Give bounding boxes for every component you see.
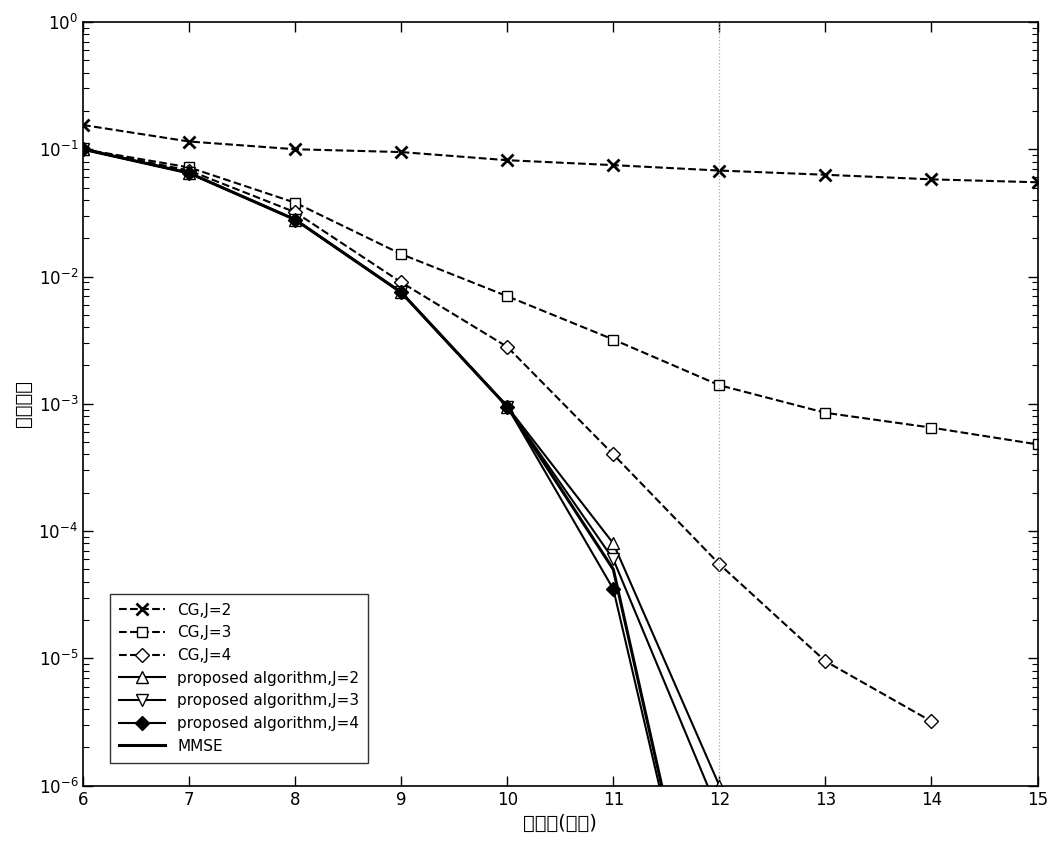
MMSE <box>501 401 514 412</box>
Line: CG,J=3: CG,J=3 <box>79 144 1043 449</box>
proposed algorithm,J=2 <box>289 214 302 224</box>
Line: CG,J=4: CG,J=4 <box>79 144 937 726</box>
CG,J=3 <box>713 380 725 390</box>
proposed algorithm,J=4 <box>607 584 620 595</box>
proposed algorithm,J=4 <box>501 401 514 412</box>
CG,J=3 <box>501 291 514 302</box>
CG,J=4 <box>395 277 408 287</box>
Y-axis label: 误比特率: 误比特率 <box>14 380 33 428</box>
proposed algorithm,J=2 <box>501 401 514 412</box>
MMSE <box>76 144 89 154</box>
Line: proposed algorithm,J=2: proposed algorithm,J=2 <box>78 144 937 847</box>
CG,J=4 <box>76 144 89 154</box>
CG,J=4 <box>501 342 514 352</box>
MMSE <box>183 168 195 178</box>
MMSE <box>607 564 620 574</box>
Line: proposed algorithm,J=4: proposed algorithm,J=4 <box>79 144 724 847</box>
CG,J=2 <box>819 169 832 180</box>
CG,J=2 <box>1031 177 1044 187</box>
proposed algorithm,J=4 <box>76 144 89 154</box>
Legend: CG,J=2, CG,J=3, CG,J=4, proposed algorithm,J=2, proposed algorithm,J=3, proposed: CG,J=2, CG,J=3, CG,J=4, proposed algorit… <box>109 594 369 763</box>
CG,J=4 <box>183 165 195 175</box>
CG,J=2 <box>289 144 302 154</box>
CG,J=4 <box>607 450 620 460</box>
CG,J=3 <box>607 335 620 345</box>
MMSE <box>289 214 302 224</box>
proposed algorithm,J=3 <box>395 287 408 297</box>
proposed algorithm,J=4 <box>289 214 302 224</box>
CG,J=3 <box>395 249 408 259</box>
proposed algorithm,J=2 <box>76 144 89 154</box>
X-axis label: 信噪比(分贝): 信噪比(分贝) <box>524 814 597 833</box>
CG,J=3 <box>819 407 832 418</box>
CG,J=2 <box>395 147 408 158</box>
CG,J=4 <box>713 559 725 569</box>
proposed algorithm,J=2 <box>395 287 408 297</box>
CG,J=2 <box>607 160 620 170</box>
CG,J=2 <box>76 120 89 130</box>
proposed algorithm,J=3 <box>289 214 302 224</box>
CG,J=3 <box>925 423 938 433</box>
MMSE <box>395 287 408 297</box>
proposed algorithm,J=2 <box>607 539 620 549</box>
CG,J=4 <box>819 656 832 667</box>
CG,J=2 <box>925 174 938 185</box>
CG,J=3 <box>183 163 195 173</box>
Line: CG,J=2: CG,J=2 <box>76 119 1044 189</box>
CG,J=3 <box>289 197 302 208</box>
CG,J=4 <box>289 208 302 218</box>
CG,J=3 <box>1031 440 1044 450</box>
proposed algorithm,J=4 <box>183 168 195 178</box>
Line: MMSE: MMSE <box>83 149 719 847</box>
proposed algorithm,J=3 <box>713 809 725 819</box>
proposed algorithm,J=2 <box>713 781 725 791</box>
proposed algorithm,J=3 <box>76 144 89 154</box>
CG,J=2 <box>183 136 195 147</box>
CG,J=3 <box>76 144 89 154</box>
Line: proposed algorithm,J=3: proposed algorithm,J=3 <box>78 144 937 847</box>
CG,J=4 <box>925 717 938 727</box>
CG,J=2 <box>501 155 514 165</box>
proposed algorithm,J=4 <box>395 287 408 297</box>
proposed algorithm,J=3 <box>501 401 514 412</box>
proposed algorithm,J=2 <box>183 168 195 178</box>
proposed algorithm,J=3 <box>183 168 195 178</box>
proposed algorithm,J=3 <box>607 554 620 564</box>
CG,J=2 <box>713 165 725 175</box>
